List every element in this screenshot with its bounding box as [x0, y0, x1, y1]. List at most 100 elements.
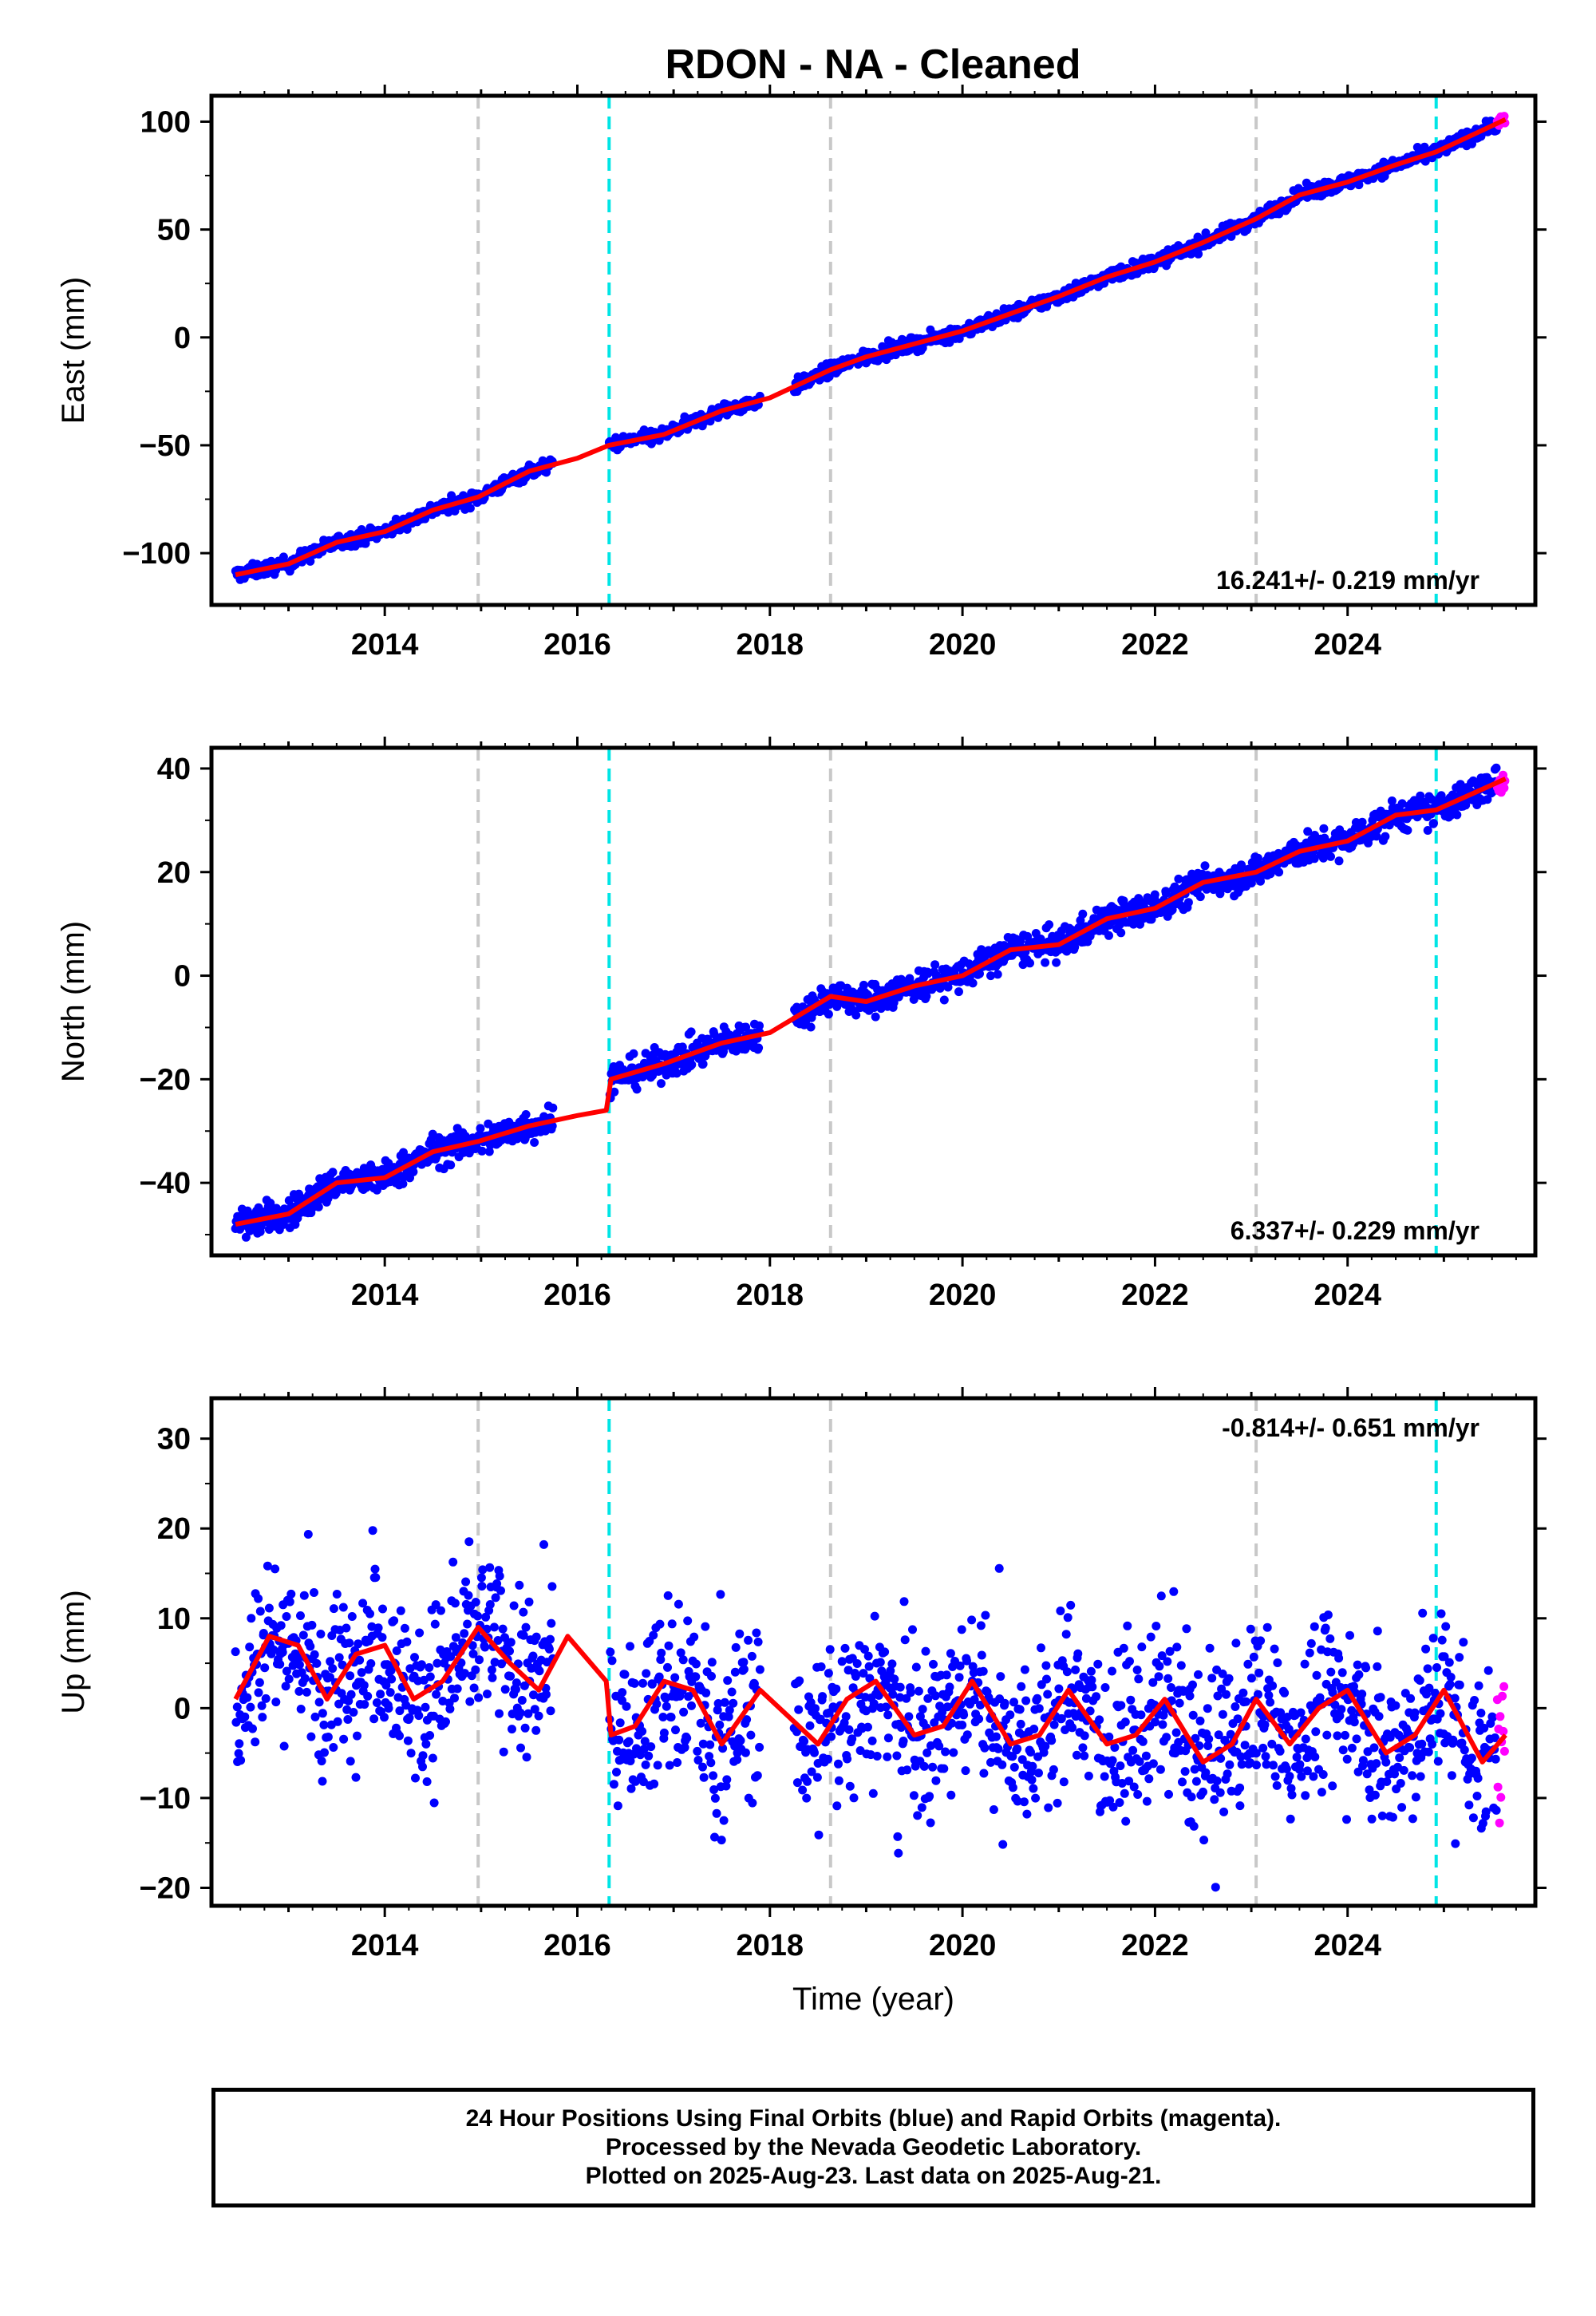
- north-final-point: [986, 971, 995, 981]
- up-final-point: [707, 1671, 716, 1681]
- up-final-point: [1347, 1743, 1357, 1753]
- up-final-point: [1049, 1720, 1059, 1729]
- up-final-point: [1328, 1781, 1337, 1791]
- north-model-line: [235, 777, 1507, 1227]
- up-final-point: [1095, 1715, 1104, 1725]
- up-final-point: [1115, 1798, 1124, 1808]
- up-final-point: [814, 1830, 824, 1840]
- up-final-point: [1125, 1657, 1134, 1666]
- up-final-point: [349, 1708, 358, 1717]
- up-final-point: [498, 1624, 508, 1634]
- up-final-point: [606, 1647, 615, 1657]
- north-final-point: [1119, 896, 1128, 906]
- up-final-point: [707, 1658, 717, 1667]
- north-final-point: [954, 987, 963, 997]
- up-final-point: [1172, 1642, 1182, 1652]
- up-final-point: [405, 1713, 414, 1722]
- up-final-point: [639, 1745, 649, 1754]
- up-final-point: [1043, 1690, 1053, 1699]
- up-final-point: [755, 1742, 764, 1752]
- up-final-point: [499, 1747, 508, 1757]
- up-final-point: [1033, 1694, 1042, 1703]
- up-final-point: [1005, 1710, 1015, 1720]
- up-final-point: [279, 1741, 289, 1751]
- up-final-point: [524, 1597, 534, 1607]
- up-final-point: [1405, 1743, 1415, 1753]
- north-final-point: [241, 1232, 251, 1242]
- up-final-point: [410, 1653, 419, 1662]
- up-final-point: [904, 1712, 914, 1721]
- up-final-point: [875, 1658, 885, 1667]
- up-final-point: [689, 1632, 699, 1642]
- up-final-point: [302, 1687, 311, 1697]
- up-final-point: [1037, 1643, 1045, 1653]
- up-final-point: [1156, 1591, 1166, 1601]
- up-final-point: [1148, 1759, 1158, 1769]
- up-final-point: [883, 1733, 893, 1743]
- up-final-point: [1180, 1767, 1190, 1777]
- up-final-point: [1034, 1769, 1043, 1778]
- up-final-point: [1358, 1756, 1368, 1765]
- up-final-point: [736, 1736, 745, 1745]
- up-final-point: [381, 1681, 391, 1690]
- up-final-point: [729, 1698, 738, 1708]
- up-final-point: [725, 1705, 734, 1715]
- up-final-point: [1195, 1716, 1205, 1725]
- up-final-point: [1408, 1771, 1417, 1780]
- up-final-point: [1341, 1730, 1349, 1740]
- up-final-point: [314, 1697, 324, 1707]
- up-final-point: [893, 1832, 903, 1841]
- up-final-point: [1008, 1783, 1017, 1792]
- up-final-point: [360, 1700, 369, 1709]
- up-final-point: [1158, 1720, 1167, 1729]
- east-xtick-label: 2016: [543, 628, 611, 662]
- up-final-point: [919, 1761, 929, 1771]
- north-ylabel: North (mm): [56, 921, 91, 1082]
- east-xtick-label: 2020: [929, 628, 997, 662]
- up-final-point: [515, 1580, 524, 1590]
- up-final-point: [541, 1690, 551, 1699]
- up-final-point: [1246, 1624, 1255, 1634]
- north-final-point: [698, 1059, 708, 1069]
- north-final-point: [1174, 874, 1183, 883]
- north-final-point: [610, 1087, 619, 1097]
- up-final-point: [489, 1622, 499, 1632]
- up-final-point: [1116, 1761, 1125, 1771]
- up-final-point: [260, 1663, 270, 1673]
- north-xtick-label: 2022: [1121, 1279, 1189, 1312]
- up-final-point: [1026, 1748, 1035, 1757]
- up-final-point: [1382, 1777, 1392, 1786]
- up-final-point: [1262, 1760, 1271, 1769]
- up-final-point: [824, 1754, 832, 1764]
- north-final-point: [243, 1206, 252, 1215]
- north-final-point: [632, 1085, 642, 1094]
- up-final-point: [1191, 1777, 1201, 1786]
- up-final-point: [1370, 1790, 1380, 1800]
- up-final-point: [795, 1676, 804, 1686]
- up-final-point: [1191, 1733, 1200, 1743]
- north-final-point: [1170, 882, 1179, 891]
- north-final-point: [1310, 854, 1319, 864]
- up-final-point: [1369, 1743, 1379, 1753]
- up-final-point: [1015, 1705, 1025, 1714]
- up-final-point: [1269, 1761, 1278, 1770]
- up-final-point: [343, 1715, 353, 1724]
- up-final-point: [1182, 1624, 1191, 1634]
- up-final-point: [939, 1764, 949, 1773]
- up-final-point: [282, 1666, 291, 1676]
- up-final-point: [530, 1705, 539, 1714]
- north-final-point: [975, 969, 984, 978]
- up-final-point: [1027, 1775, 1037, 1784]
- up-final-point: [923, 1694, 933, 1703]
- up-final-point: [1254, 1690, 1262, 1699]
- up-final-point: [437, 1606, 445, 1615]
- up-final-point: [1021, 1696, 1031, 1705]
- up-final-point: [1357, 1690, 1367, 1699]
- up-final-point: [886, 1666, 895, 1675]
- up-final-point: [534, 1711, 543, 1721]
- up-final-point: [1270, 1644, 1279, 1654]
- up-final-point: [1267, 1739, 1277, 1749]
- up-final-point: [1258, 1743, 1268, 1753]
- up-final-point: [731, 1642, 741, 1652]
